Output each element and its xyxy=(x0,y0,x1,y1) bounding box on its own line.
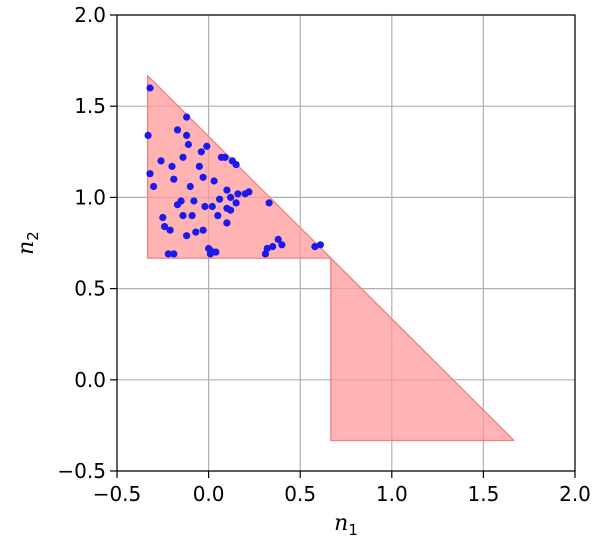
data-point xyxy=(183,232,191,240)
data-point xyxy=(173,126,182,134)
data-point xyxy=(197,148,205,156)
points-layer xyxy=(144,84,324,258)
data-point xyxy=(232,199,240,207)
data-point xyxy=(232,161,240,169)
x-axis-label-main: n xyxy=(334,511,348,536)
data-point xyxy=(188,212,196,220)
data-point xyxy=(234,190,242,198)
data-point xyxy=(210,177,218,185)
y-tick-label: 0.5 xyxy=(74,277,106,301)
data-point xyxy=(216,195,224,203)
ticks: −0.5 0.0 0.5 1.0 1.5 2.0 −0.5 0.0 0.5 1.0 1.5 2.0 xyxy=(57,3,590,506)
data-point xyxy=(192,228,200,236)
data-point xyxy=(203,142,211,150)
data-point xyxy=(221,153,229,161)
x-axis-label-sub: 1 xyxy=(348,521,358,539)
data-point xyxy=(157,157,165,165)
data-point xyxy=(278,241,286,249)
x-tick-label: 0.5 xyxy=(284,482,316,506)
data-point xyxy=(179,212,187,220)
data-point xyxy=(150,182,158,191)
data-point xyxy=(184,140,192,149)
y-tick-label: 1.0 xyxy=(74,185,106,209)
data-point xyxy=(223,219,231,227)
x-tick-label: −0.5 xyxy=(93,482,142,506)
x-tick-label: 1.5 xyxy=(467,482,499,506)
data-point xyxy=(195,162,203,170)
data-point xyxy=(265,199,273,207)
y-tick-label: 1.5 xyxy=(74,94,106,118)
x-tick-label: 1.0 xyxy=(376,482,408,506)
data-point xyxy=(144,131,152,139)
data-point xyxy=(170,250,178,258)
y-tick-label: 0.0 xyxy=(74,368,106,392)
x-axis-label: n1 xyxy=(334,511,358,539)
data-point xyxy=(311,243,319,251)
y-tick-label: −0.5 xyxy=(57,459,106,483)
data-point xyxy=(201,202,209,211)
data-point xyxy=(166,226,174,234)
data-point xyxy=(263,244,271,253)
x-tick-label: 2.0 xyxy=(559,482,591,506)
data-point xyxy=(146,170,154,178)
data-point xyxy=(227,206,235,214)
data-point xyxy=(183,113,191,121)
data-point xyxy=(223,186,231,194)
data-point xyxy=(164,250,172,258)
data-point xyxy=(168,162,176,170)
region-layer xyxy=(146,75,515,442)
data-point xyxy=(316,241,324,249)
data-point xyxy=(177,197,185,205)
data-point xyxy=(146,84,154,92)
data-point xyxy=(199,226,207,234)
data-point xyxy=(179,153,187,161)
data-point xyxy=(183,131,191,139)
y-axis-label-sub: 2 xyxy=(24,231,42,241)
data-point xyxy=(269,243,277,251)
feasible-region xyxy=(146,75,515,442)
data-point xyxy=(212,248,220,256)
plot-frame xyxy=(116,14,576,472)
data-point xyxy=(170,175,178,183)
data-point xyxy=(159,213,167,222)
data-point xyxy=(245,188,253,196)
data-point xyxy=(274,235,282,243)
data-point xyxy=(199,173,207,181)
x-tick-label: 0.0 xyxy=(193,482,225,506)
data-point xyxy=(161,223,169,231)
y-tick-label: 2.0 xyxy=(74,3,106,27)
data-point xyxy=(206,246,214,254)
data-point xyxy=(190,197,198,205)
data-point xyxy=(208,202,216,211)
data-point xyxy=(227,193,235,201)
y-axis-label-main: n xyxy=(14,241,39,255)
data-point xyxy=(186,182,194,191)
y-axis-label: n2 xyxy=(14,231,42,255)
data-point xyxy=(214,212,222,220)
